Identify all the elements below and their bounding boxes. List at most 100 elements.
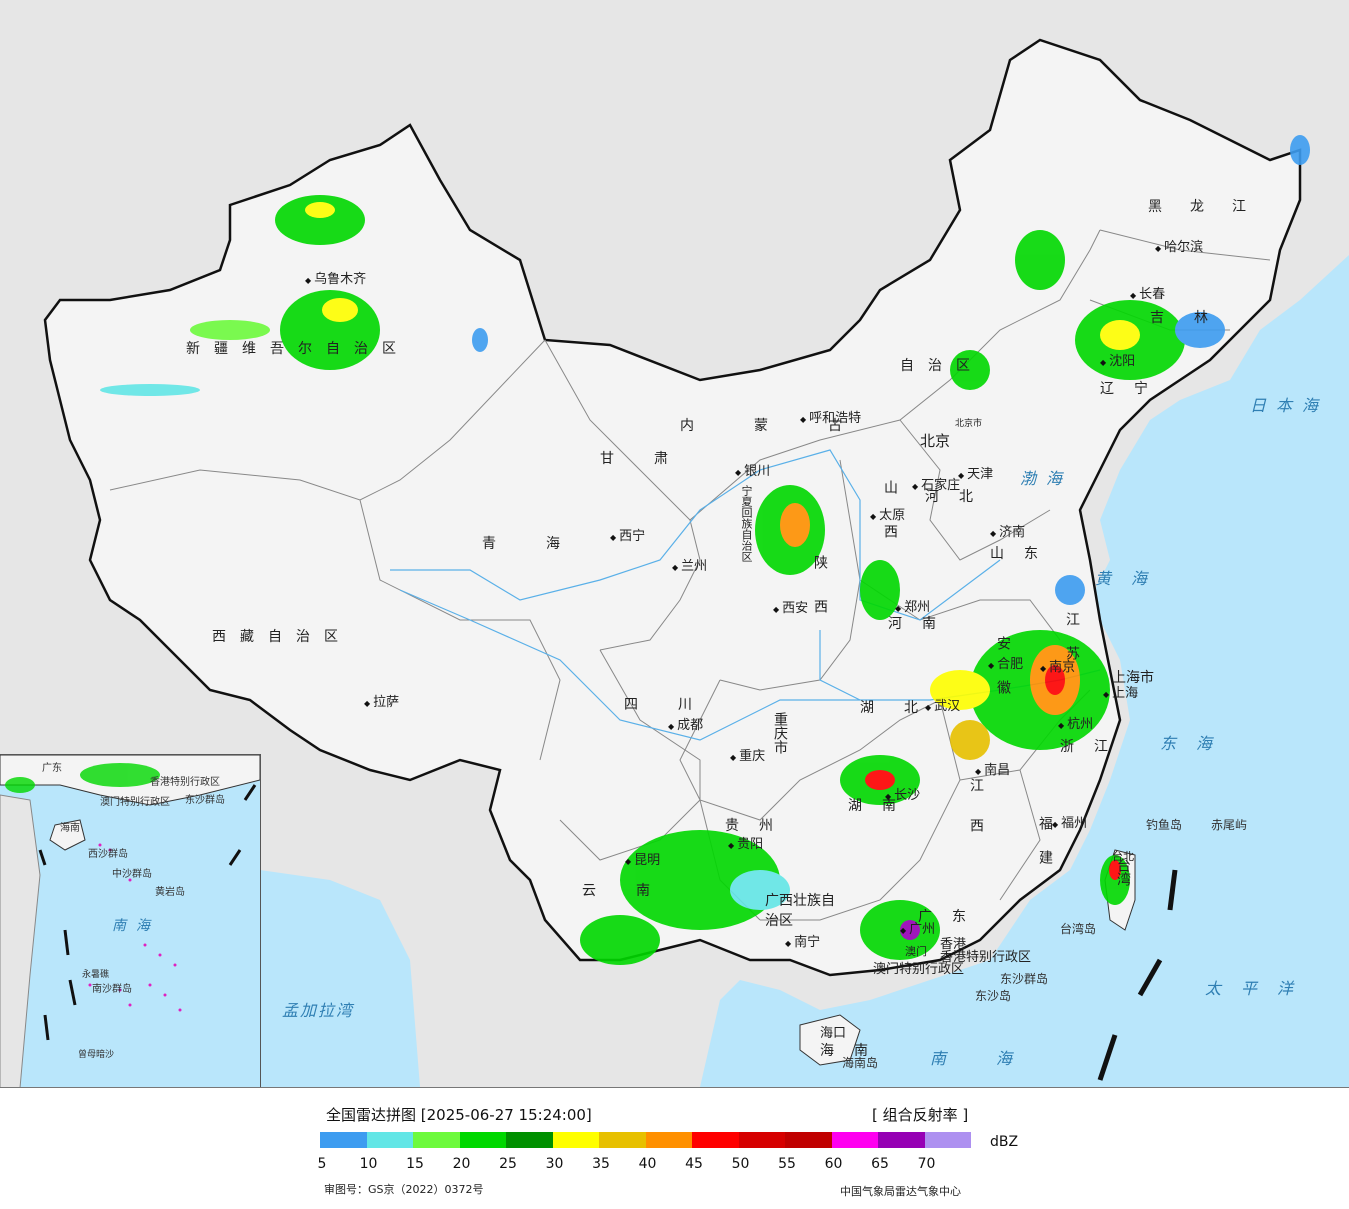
- scale-swatch: [878, 1132, 925, 1148]
- city-shijiazhuang: 石家庄: [912, 474, 960, 493]
- province-hubei: 湖北: [860, 700, 948, 716]
- province-xizang: 西藏自治区: [212, 629, 352, 645]
- sea-pacific: 太平洋: [1205, 979, 1314, 998]
- city-nanning: 南宁: [785, 931, 820, 950]
- province-hk: 香港特别行政区: [940, 950, 1032, 965]
- city-shenyang: 沈阳: [1100, 350, 1135, 369]
- city-kunming: 昆明: [625, 849, 660, 868]
- scale-tick-label: 50: [731, 1156, 750, 1172]
- city-changsha: 长沙: [885, 784, 920, 803]
- city-haikou: 海口: [820, 1026, 847, 1041]
- city-hangzhou: 杭州: [1058, 713, 1093, 732]
- city-fuzhou: 福州: [1052, 812, 1087, 831]
- sea-yellow: 黄海: [1095, 569, 1168, 588]
- south-china-sea-inset: 广东 香港特别行政区 澳门特别行政区 东沙群岛 海南 西沙群岛 中沙群岛 黄岩岛…: [0, 754, 261, 1088]
- island-dongsha: 东沙岛: [975, 989, 1012, 1003]
- scale-swatch: [320, 1132, 367, 1148]
- scale-tick-label: 45: [685, 1156, 703, 1172]
- inset-xisha: 西沙群岛: [88, 849, 128, 860]
- city-lhasa: 拉萨: [364, 691, 399, 710]
- inset-zhongsha: 中沙群岛: [112, 869, 152, 880]
- scale-swatch: [831, 1132, 878, 1148]
- city-urumqi: 乌鲁木齐: [305, 268, 366, 287]
- scale-tick-label: 20: [452, 1156, 471, 1172]
- city-chongqing: 重庆: [730, 745, 765, 764]
- island-chiwei: 赤尾屿: [1211, 818, 1248, 832]
- scale-swatch: [413, 1132, 460, 1148]
- province-ningxia: 宁夏回族自治区: [740, 485, 753, 562]
- scale-swatch: [738, 1132, 785, 1148]
- scale-tick-label: 40: [638, 1156, 657, 1172]
- scale-tick-label: 30: [545, 1156, 564, 1172]
- province-zhejiang: 浙江: [1060, 739, 1128, 755]
- agency-name: 中国气象局雷达气象中心: [840, 1185, 961, 1198]
- legend-unit: dBZ: [990, 1134, 1019, 1150]
- city-wuhan: 武汉: [925, 695, 960, 714]
- inset-macau: 澳门特别行政区: [100, 797, 170, 808]
- province-xinjiang: 新疆维吾尔自治区: [186, 341, 410, 357]
- scale-swatch: [645, 1132, 692, 1148]
- province-hebei: 河北: [925, 489, 993, 505]
- province-neimenggu-2: 自治区: [900, 358, 984, 374]
- scale-swatch: [366, 1132, 413, 1148]
- province-anhui: 安徽: [995, 636, 1011, 724]
- province-hainan: 海南: [820, 1043, 888, 1059]
- city-hk: 香港: [940, 937, 967, 952]
- city-harbin: 哈尔滨: [1155, 236, 1203, 255]
- province-guangxi: 广西壮族自治区: [765, 893, 835, 929]
- inset-sea-label: 南海: [112, 918, 160, 934]
- inset-nansha: 南沙群岛: [92, 984, 132, 995]
- scale-tick-label: 35: [592, 1156, 610, 1172]
- province-chongqing: 重庆市: [772, 712, 788, 754]
- city-guangzhou: 广州: [900, 918, 935, 937]
- scale-tick-label: 10: [359, 1156, 378, 1172]
- legend-title: 全国雷达拼图 [2025-06-27 15:24:00]: [326, 1106, 592, 1124]
- province-sichuan: 四川: [624, 697, 732, 713]
- province-shanxi: 山西: [882, 480, 898, 568]
- scale-swatch: [924, 1132, 971, 1148]
- scale-tick-label: 60: [824, 1156, 843, 1172]
- province-gansu: 甘肃: [600, 451, 708, 467]
- inset-dongsha: 东沙群岛: [185, 795, 225, 806]
- inset-guangdong: 广东: [42, 763, 62, 774]
- sea-bengal: 孟加拉湾: [282, 1001, 355, 1020]
- city-nanjing: 南京: [1040, 656, 1075, 675]
- scale-swatch: [552, 1132, 599, 1148]
- province-shandong: 山东: [990, 546, 1058, 562]
- scale-tick-label: 5: [317, 1156, 327, 1172]
- scale-swatch: [459, 1132, 506, 1148]
- province-hunan: 湖南: [848, 798, 916, 814]
- province-jiangxi: 江西: [968, 778, 984, 858]
- province-macau: 澳门特别行政区: [873, 962, 965, 977]
- city-hefei: 合肥: [988, 653, 1023, 672]
- bengal-sea: [260, 870, 420, 1087]
- sea-area: [700, 255, 1349, 1087]
- legend-product: [ 组合反射率 ]: [872, 1106, 969, 1124]
- city-beijing: 北京: [920, 432, 951, 450]
- island-diaoyu: 钓鱼岛: [1146, 818, 1183, 832]
- inset-yongshu: 永暑礁: [82, 970, 110, 980]
- scale-tick-label: 65: [871, 1156, 889, 1172]
- city-beijing-shi: 北京市: [955, 419, 983, 429]
- city-hohhot: 呼和浩特: [800, 407, 861, 426]
- inset-hk: 香港特别行政区: [150, 777, 220, 788]
- city-taipei: 台北: [1112, 850, 1134, 863]
- province-jilin: 吉林: [1150, 310, 1238, 326]
- inset-hainan: 海南: [60, 823, 80, 834]
- sea-bohai: 渤海: [1020, 469, 1073, 488]
- province-shaanxi: 陕西: [812, 555, 828, 643]
- radar-map: 新疆维吾尔自治区 西藏自治区 青海 甘肃 内蒙古 自治区 黑龙江 吉林 辽宁 河…: [0, 0, 1349, 1087]
- scale-swatch: [506, 1132, 553, 1148]
- province-liaoning: 辽宁: [1100, 381, 1168, 397]
- province-fujian: 福建: [1037, 816, 1053, 884]
- inset-zengmu: 曾母暗沙: [78, 1050, 115, 1060]
- province-qinghai: 青海: [482, 536, 610, 552]
- city-yinchuan: 银川: [735, 460, 770, 479]
- hainan-outline: [799, 1014, 861, 1066]
- island-hainan: 海南岛: [842, 1056, 879, 1070]
- city-changchun: 长春: [1130, 283, 1165, 302]
- scale-swatch: [599, 1132, 646, 1148]
- maritime-boundary: [1097, 869, 1178, 1081]
- province-neimenggu: 内蒙古: [680, 418, 902, 434]
- color-scale: [320, 1132, 971, 1148]
